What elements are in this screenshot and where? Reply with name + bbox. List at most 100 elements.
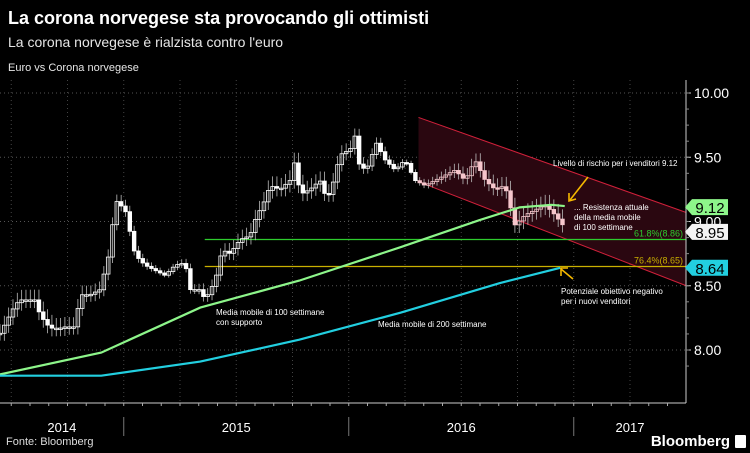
candle-body (32, 299, 37, 302)
y-tick-label: 10.00 (694, 85, 729, 101)
candle-body (287, 180, 293, 185)
candle-body (491, 183, 496, 189)
y-tick-label: 8.00 (694, 342, 721, 358)
candle-body (430, 181, 435, 185)
candle-body (244, 236, 249, 240)
candle-body (105, 256, 111, 275)
annotation-target: per i nuovi venditori (561, 297, 631, 306)
candle-body (313, 183, 319, 189)
candle-body (274, 186, 280, 189)
candle-body (348, 148, 353, 152)
arrow-resistance-head-icon (568, 193, 577, 203)
candle-body (382, 151, 388, 161)
candle-body (309, 187, 314, 192)
candle-body (127, 211, 133, 232)
candle-body (395, 166, 401, 170)
candle-body (551, 209, 557, 215)
candle-body (192, 289, 197, 292)
candle-body (10, 308, 16, 318)
candle-body (443, 174, 448, 178)
candles (0, 128, 565, 341)
candle-body (499, 186, 505, 189)
candle-body (222, 250, 228, 257)
candle-body (67, 326, 72, 329)
candle-body (482, 170, 487, 180)
candle-body (426, 183, 431, 186)
candle-body (101, 273, 107, 291)
candle-body (157, 270, 163, 274)
candle-body (317, 180, 323, 185)
arrow-target-head-icon (560, 267, 568, 276)
annotation-ma200: Media mobile di 200 settimane (378, 320, 487, 329)
candle-body (369, 154, 375, 167)
x-tick-label: 2017 (616, 420, 645, 435)
candle-body (166, 271, 171, 276)
candle-body (447, 172, 453, 176)
candle-body (19, 299, 24, 304)
candle-body (75, 308, 81, 328)
candle-body (257, 210, 262, 220)
candle-body (188, 268, 193, 291)
candle-body (140, 258, 145, 264)
candle-body (300, 184, 306, 194)
candle-body (175, 264, 180, 268)
annotation-risk-level: Livello di rischio per i venditori 9.12 (553, 159, 678, 168)
candle-body (555, 213, 561, 220)
fibonacci-levels: 61.8%(8.86) 76.4%(8.65) (204, 228, 686, 268)
candle-body (434, 178, 440, 182)
candle-body (0, 332, 3, 336)
candle-body (270, 186, 275, 191)
annotation-target: Potenziale obiettivo negativo (561, 287, 663, 296)
candle-body (452, 170, 457, 174)
channel-fill (418, 117, 687, 286)
candle-body (365, 165, 370, 169)
candle-body (214, 274, 219, 287)
bloomberg-logo-icon (735, 435, 746, 448)
candle-body (227, 250, 232, 254)
candle-body (339, 153, 345, 166)
trend-channel (418, 116, 687, 287)
candle-body (6, 316, 11, 326)
candle-body (253, 219, 258, 233)
candle-body (400, 162, 405, 168)
candle-body (88, 293, 94, 297)
candle-body (408, 163, 414, 173)
annotation-ma100: con supporto (216, 318, 263, 327)
moving-averages (0, 203, 565, 377)
candle-body (283, 183, 288, 189)
last-value-label: 8.64 (695, 261, 724, 278)
candle-body (248, 232, 254, 238)
candle-body (92, 291, 98, 295)
candle-body (23, 299, 29, 302)
candle-body (2, 324, 7, 334)
ma200-line (0, 266, 561, 377)
fib-label: 76.4%(8.65) (634, 255, 683, 265)
candle-body (292, 162, 297, 181)
candle-body (465, 175, 470, 179)
annotation-resistance: di 100 settimane (574, 223, 633, 232)
candle-body (36, 299, 42, 313)
chart-subtitle: La corona norvegese è rialzista contro l… (8, 34, 284, 50)
candle-body (149, 265, 154, 269)
candle-body (170, 266, 176, 272)
candle-body (28, 299, 33, 302)
candle-body (534, 208, 539, 212)
y-tick-label: 8.50 (694, 278, 721, 294)
series-label: Euro vs Corona norvegese (8, 62, 139, 74)
candle-body (356, 135, 362, 165)
candle-body (266, 190, 271, 203)
candle-body (508, 190, 513, 209)
candle-body (460, 173, 466, 179)
candle-body (439, 176, 444, 180)
candle-body (201, 289, 206, 297)
candle-body (330, 181, 336, 195)
arrow-resistance-icon (569, 176, 589, 201)
candle-body (473, 161, 479, 168)
candle-body (404, 162, 409, 165)
bloomberg-logo: Bloomberg (650, 433, 730, 450)
candle-body (209, 286, 215, 296)
candle-body (235, 242, 241, 249)
candle-body (205, 294, 210, 297)
candle-body (183, 263, 189, 270)
y-tick-label: 9.50 (694, 149, 721, 165)
